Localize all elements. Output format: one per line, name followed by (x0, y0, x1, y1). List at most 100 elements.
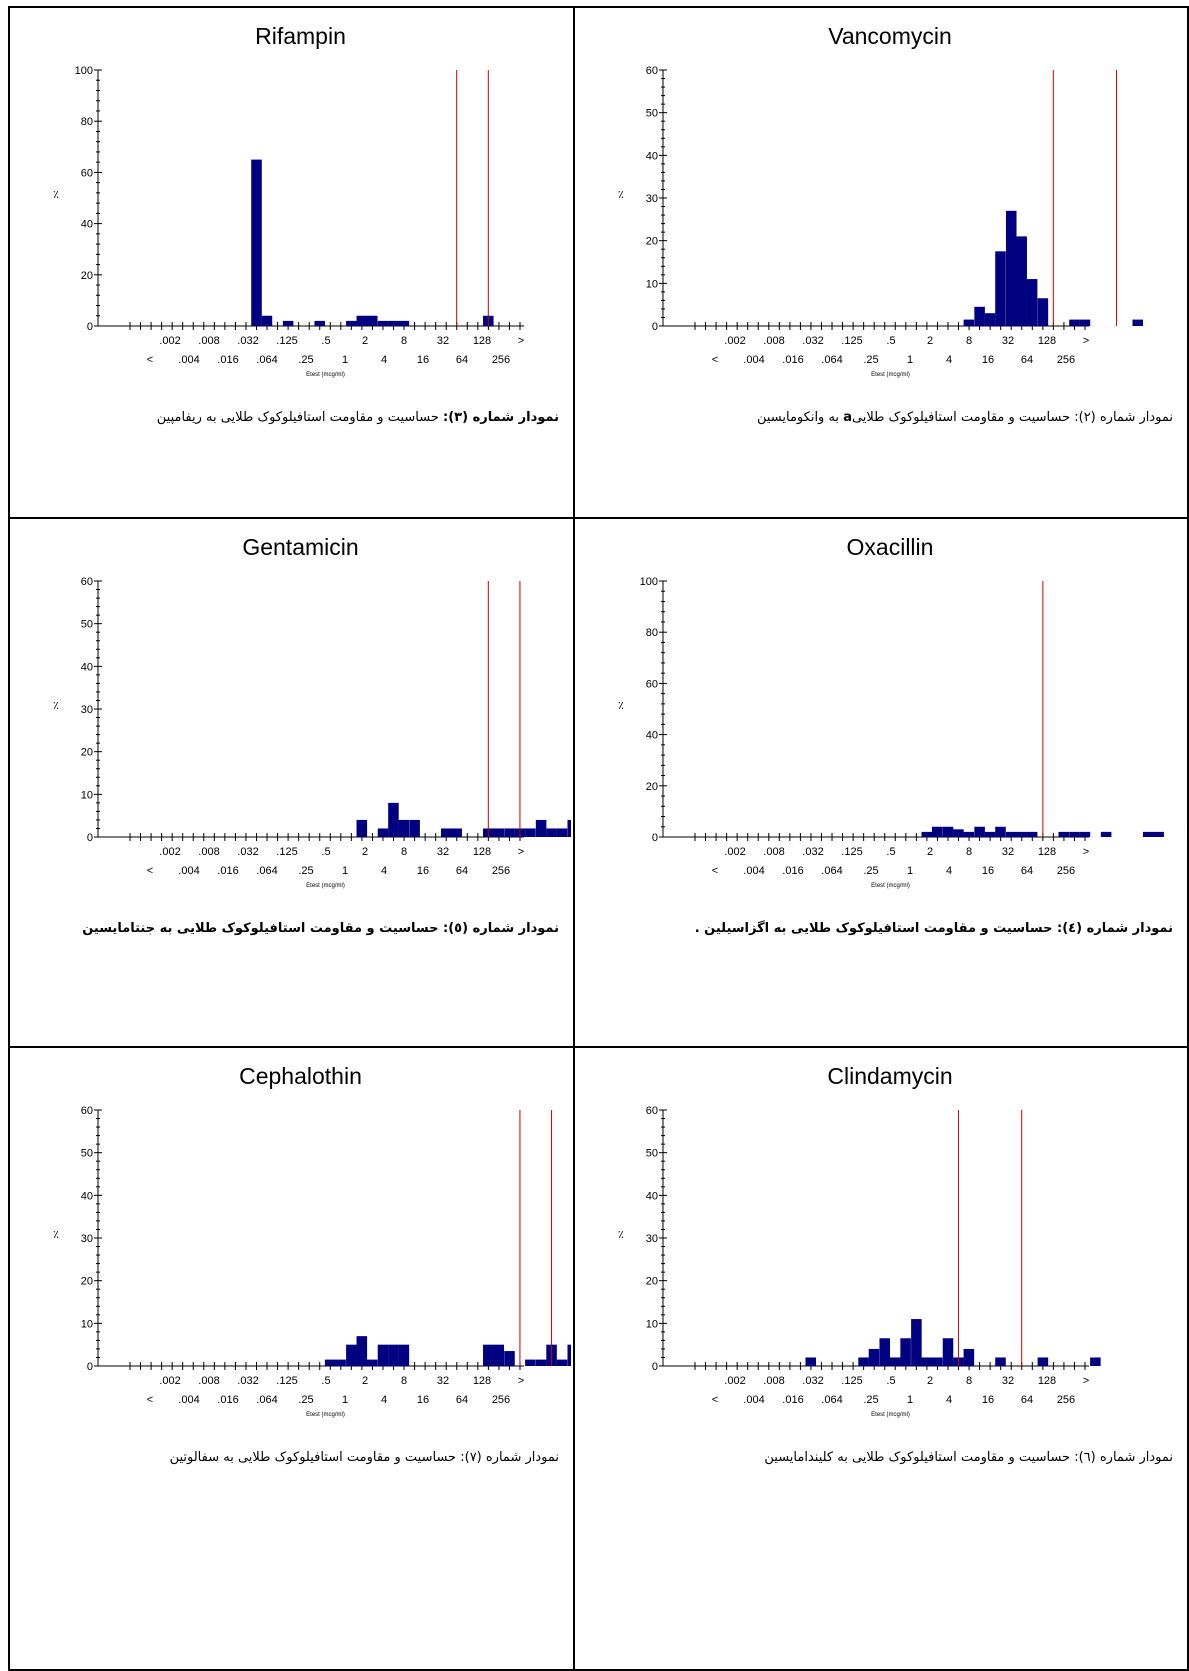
x-tick-label-upper: .008 (763, 1375, 784, 1387)
x-tick-label-upper: .5 (321, 1375, 330, 1387)
x-tick-label-upper: .125 (276, 1375, 297, 1387)
panel-vancomycin: Vancomycin 0 10 20 30 40 50 60 ٪ .002 .008 .032 .125… (575, 8, 1189, 519)
chart-title: Oxacillin (847, 534, 934, 560)
x-tick-label-upper: 8 (401, 846, 407, 858)
bar (388, 320, 399, 326)
x-tick-label-lower: .004 (178, 1394, 199, 1406)
bar (377, 828, 389, 837)
bar (1153, 831, 1164, 837)
y-tick-label: 60 (646, 65, 658, 77)
y-tick-label: 20 (81, 270, 93, 282)
x-tick-label-lower: 256 (1057, 1394, 1075, 1406)
y-tick-label: 20 (646, 1276, 658, 1288)
y-tick-label: 30 (81, 704, 93, 716)
x-tick-label-lower: < (712, 1394, 718, 1406)
bar (556, 828, 568, 837)
x-tick-label-lower: < (147, 354, 153, 366)
x-tick-label-upper: 8 (966, 335, 972, 347)
y-tick-label: 60 (646, 678, 658, 690)
x-tick-label-upper: 32 (1002, 846, 1014, 858)
bar (889, 1357, 901, 1366)
y-tick-label: 20 (81, 747, 93, 759)
bar (493, 828, 505, 837)
x-tick-label-lower: 4 (381, 865, 387, 877)
y-tick-label: 10 (81, 789, 93, 801)
x-tick-label-upper: .5 (886, 1375, 895, 1387)
chart-title: Gentamicin (242, 534, 358, 560)
y-tick-label: 20 (646, 781, 658, 793)
x-tick-label-lower: 1 (342, 865, 348, 877)
x-tick-label-upper: 128 (1038, 1375, 1056, 1387)
x-tick-label-upper: 8 (401, 1375, 407, 1387)
bar (504, 1351, 515, 1366)
bar (567, 1344, 571, 1366)
bar (535, 1359, 547, 1366)
bar (911, 1319, 922, 1366)
x-tick-label-lower: .004 (178, 354, 199, 366)
figure-caption: نمودار شماره (٥): حساسیت و مقاومت استافی… (82, 921, 559, 936)
bar (1090, 1357, 1101, 1366)
y-tick-label: 50 (81, 1148, 93, 1160)
x-tick-label-lower: .016 (217, 865, 238, 877)
x-tick-label-lower: < (712, 865, 718, 877)
bar (398, 320, 410, 326)
y-axis-label: ٪ (53, 700, 59, 712)
x-tick-label-upper: 8 (966, 846, 972, 858)
x-tick-label-upper: .008 (763, 846, 784, 858)
bar (995, 1357, 1006, 1366)
x-tick-label-lower: .25 (298, 354, 313, 366)
x-tick-label-upper: .032 (802, 335, 823, 347)
bar (921, 831, 933, 837)
x-tick-label-upper: > (1083, 1375, 1089, 1387)
bar (251, 159, 262, 326)
bar (324, 1359, 336, 1366)
caption-part: a (843, 410, 852, 425)
bar (282, 320, 294, 326)
x-tick-label-lower: 64 (1021, 354, 1033, 366)
y-tick-label: 0 (87, 1361, 93, 1373)
x-tick-label-lower: .064 (821, 865, 842, 877)
x-tick-label-upper: .002 (724, 846, 745, 858)
y-axis-label: ٪ (53, 189, 59, 201)
x-tick-label-lower: .064 (821, 1394, 842, 1406)
x-tick-label-upper: .002 (724, 1375, 745, 1387)
x-tick-label-upper: 128 (473, 846, 491, 858)
x-axis-unit: Etest (mcg/ml) (306, 372, 345, 378)
bar (1079, 831, 1091, 837)
y-axis-label: ٪ (618, 189, 624, 201)
x-tick-label-upper: 2 (362, 846, 368, 858)
chart-title: Rifampin (255, 23, 346, 49)
x-tick-label-upper: .5 (321, 846, 330, 858)
bar (868, 1348, 880, 1366)
bar (963, 831, 975, 837)
y-tick-label: 40 (646, 730, 658, 742)
x-axis-unit: Etest (mcg/ml) (871, 372, 910, 378)
y-tick-label: 50 (81, 619, 93, 631)
bar (1005, 831, 1017, 837)
x-tick-label-lower: 16 (417, 354, 429, 366)
x-tick-label-lower: < (712, 354, 718, 366)
figure-grid: Vancomycin 0 10 20 30 40 50 60 ٪ .002 .008 .032 .125… (8, 6, 1189, 1671)
x-tick-label-lower: 4 (381, 1394, 387, 1406)
y-tick-label: 40 (646, 1190, 658, 1202)
x-tick-label-upper: .002 (159, 846, 180, 858)
x-tick-label-lower: 64 (1021, 865, 1033, 877)
x-tick-label-upper: > (518, 846, 524, 858)
chart-title: Vancomycin (828, 23, 952, 49)
x-tick-label-lower: 256 (492, 865, 510, 877)
x-tick-label-upper: .002 (159, 335, 180, 347)
x-tick-label-upper: .008 (763, 335, 784, 347)
y-tick-label: 20 (646, 236, 658, 248)
x-tick-label-upper: 2 (927, 335, 933, 347)
bar (974, 306, 985, 326)
x-tick-label-upper: .032 (237, 1375, 258, 1387)
y-tick-label: 50 (646, 1148, 658, 1160)
bar (314, 320, 326, 326)
x-tick-label-lower: 256 (492, 354, 510, 366)
x-tick-label-upper: 2 (927, 846, 933, 858)
chart-gentamicin: Gentamicin 0 10 20 30 40 50 60 ٪ .002 .008 .032 .125… (53, 534, 571, 889)
bar (483, 1344, 494, 1366)
y-tick-label: 60 (81, 1105, 93, 1117)
bar (388, 802, 399, 837)
bar (398, 819, 410, 837)
